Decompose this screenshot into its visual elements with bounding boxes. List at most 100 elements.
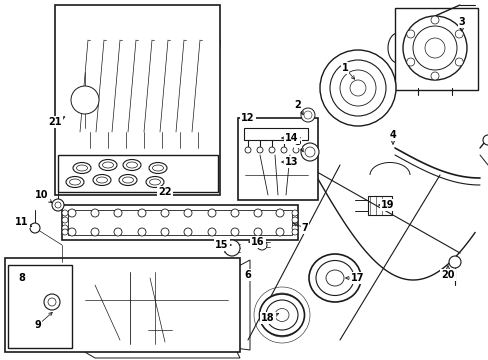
- Ellipse shape: [152, 165, 163, 171]
- Text: 22: 22: [158, 187, 171, 197]
- Circle shape: [402, 16, 466, 80]
- Circle shape: [275, 228, 284, 236]
- Circle shape: [257, 147, 263, 153]
- Circle shape: [430, 16, 438, 24]
- Ellipse shape: [96, 177, 107, 183]
- Bar: [238, 118, 317, 200]
- Circle shape: [244, 147, 250, 153]
- Bar: [244, 128, 307, 140]
- Polygon shape: [397, 12, 471, 85]
- Bar: [68, 210, 291, 235]
- Bar: [8, 265, 72, 348]
- Circle shape: [224, 240, 240, 256]
- Circle shape: [161, 228, 169, 236]
- Text: 9: 9: [35, 320, 41, 330]
- Circle shape: [68, 209, 76, 217]
- Circle shape: [114, 228, 122, 236]
- Bar: [58, 155, 218, 192]
- Circle shape: [71, 86, 99, 114]
- Text: 7: 7: [301, 223, 308, 233]
- Circle shape: [448, 256, 460, 268]
- Circle shape: [62, 217, 68, 223]
- Circle shape: [230, 209, 239, 217]
- Bar: [62, 205, 297, 240]
- Circle shape: [207, 228, 216, 236]
- Text: 19: 19: [381, 200, 394, 210]
- Circle shape: [291, 229, 297, 235]
- Ellipse shape: [76, 165, 87, 171]
- Text: 5: 5: [294, 137, 301, 147]
- Circle shape: [230, 228, 239, 236]
- Circle shape: [253, 209, 262, 217]
- Ellipse shape: [69, 179, 81, 185]
- Ellipse shape: [93, 175, 111, 185]
- Circle shape: [138, 228, 146, 236]
- Circle shape: [304, 111, 311, 119]
- Circle shape: [301, 108, 314, 122]
- Circle shape: [482, 135, 488, 145]
- Circle shape: [424, 38, 444, 58]
- Text: 4: 4: [389, 130, 396, 140]
- Text: 2: 2: [294, 100, 301, 110]
- Circle shape: [406, 30, 414, 38]
- Text: 1: 1: [341, 63, 347, 73]
- Circle shape: [430, 72, 438, 80]
- Ellipse shape: [102, 162, 113, 168]
- Text: 8: 8: [19, 273, 25, 283]
- Circle shape: [275, 209, 284, 217]
- Text: 11: 11: [15, 217, 29, 227]
- Text: 16: 16: [251, 237, 264, 247]
- Text: 17: 17: [350, 273, 364, 283]
- Circle shape: [329, 60, 385, 116]
- Bar: [394, 8, 477, 90]
- Text: 15: 15: [215, 240, 228, 250]
- Ellipse shape: [265, 300, 297, 330]
- Ellipse shape: [259, 294, 304, 336]
- Circle shape: [454, 30, 462, 38]
- Circle shape: [207, 209, 216, 217]
- Text: 10: 10: [35, 190, 49, 200]
- Circle shape: [44, 294, 60, 310]
- Ellipse shape: [119, 175, 137, 185]
- Ellipse shape: [149, 179, 160, 185]
- Circle shape: [138, 209, 146, 217]
- Circle shape: [161, 209, 169, 217]
- Circle shape: [257, 240, 266, 250]
- Ellipse shape: [325, 270, 343, 286]
- Text: 14: 14: [285, 133, 298, 143]
- Ellipse shape: [73, 162, 91, 174]
- Circle shape: [292, 147, 298, 153]
- Circle shape: [291, 225, 297, 231]
- Circle shape: [412, 26, 456, 70]
- Ellipse shape: [315, 261, 353, 296]
- Circle shape: [91, 209, 99, 217]
- Circle shape: [62, 210, 68, 216]
- Circle shape: [48, 298, 56, 306]
- Circle shape: [291, 210, 297, 216]
- Circle shape: [319, 50, 395, 126]
- Ellipse shape: [126, 162, 137, 168]
- Ellipse shape: [308, 254, 360, 302]
- Circle shape: [454, 58, 462, 66]
- Circle shape: [291, 217, 297, 223]
- Circle shape: [253, 228, 262, 236]
- Circle shape: [349, 80, 365, 96]
- Text: 12: 12: [241, 113, 254, 123]
- Circle shape: [55, 202, 61, 208]
- Circle shape: [406, 58, 414, 66]
- Circle shape: [301, 143, 318, 161]
- Bar: [5, 258, 240, 352]
- Circle shape: [305, 147, 314, 157]
- Circle shape: [30, 223, 40, 233]
- Circle shape: [68, 228, 76, 236]
- Circle shape: [281, 147, 286, 153]
- Text: 3: 3: [458, 17, 465, 27]
- Ellipse shape: [149, 162, 167, 174]
- Ellipse shape: [99, 159, 117, 171]
- Ellipse shape: [123, 159, 141, 171]
- Ellipse shape: [146, 176, 163, 188]
- Circle shape: [183, 228, 192, 236]
- Circle shape: [62, 225, 68, 231]
- Ellipse shape: [122, 177, 133, 183]
- Circle shape: [52, 199, 64, 211]
